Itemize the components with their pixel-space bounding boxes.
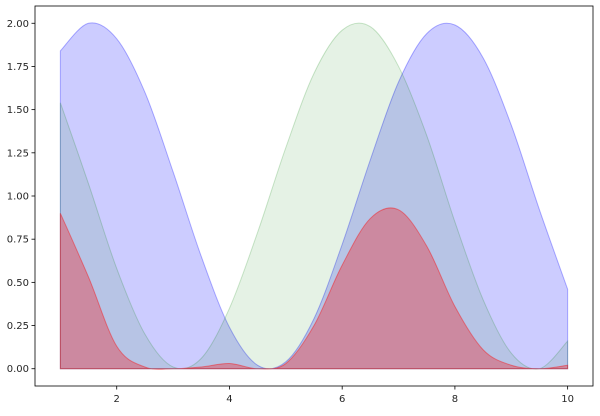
area-series-1 bbox=[59, 22, 569, 370]
area-series-3 bbox=[59, 207, 569, 370]
x-tick-label: 4 bbox=[226, 394, 232, 405]
y-axis-ticks: 0.00 0.25 0.50 0.75 1.00 1.25 1.50 1.75 2.00 bbox=[7, 19, 35, 375]
y-tick-label: 1.00 bbox=[7, 192, 29, 203]
x-tick-label: 2 bbox=[114, 394, 120, 405]
area-series-2 bbox=[59, 22, 569, 370]
y-tick-label: 1.50 bbox=[7, 105, 29, 116]
x-tick-label: 8 bbox=[452, 394, 458, 405]
y-tick-label: 1.75 bbox=[7, 62, 29, 73]
x-axis-ticks: 2 4 6 8 10 bbox=[114, 386, 574, 405]
y-tick-label: 0.75 bbox=[7, 235, 29, 246]
y-tick-label: 0.00 bbox=[7, 364, 29, 375]
x-tick-label: 10 bbox=[561, 394, 574, 405]
y-tick-label: 0.25 bbox=[7, 321, 29, 332]
y-tick-label: 2.00 bbox=[7, 19, 29, 30]
plot-frame bbox=[34, 5, 594, 387]
x-tick-label: 6 bbox=[339, 394, 345, 405]
y-tick-label: 1.25 bbox=[7, 148, 29, 159]
y-tick-label: 0.50 bbox=[7, 278, 29, 289]
area-series-layer bbox=[59, 22, 569, 370]
